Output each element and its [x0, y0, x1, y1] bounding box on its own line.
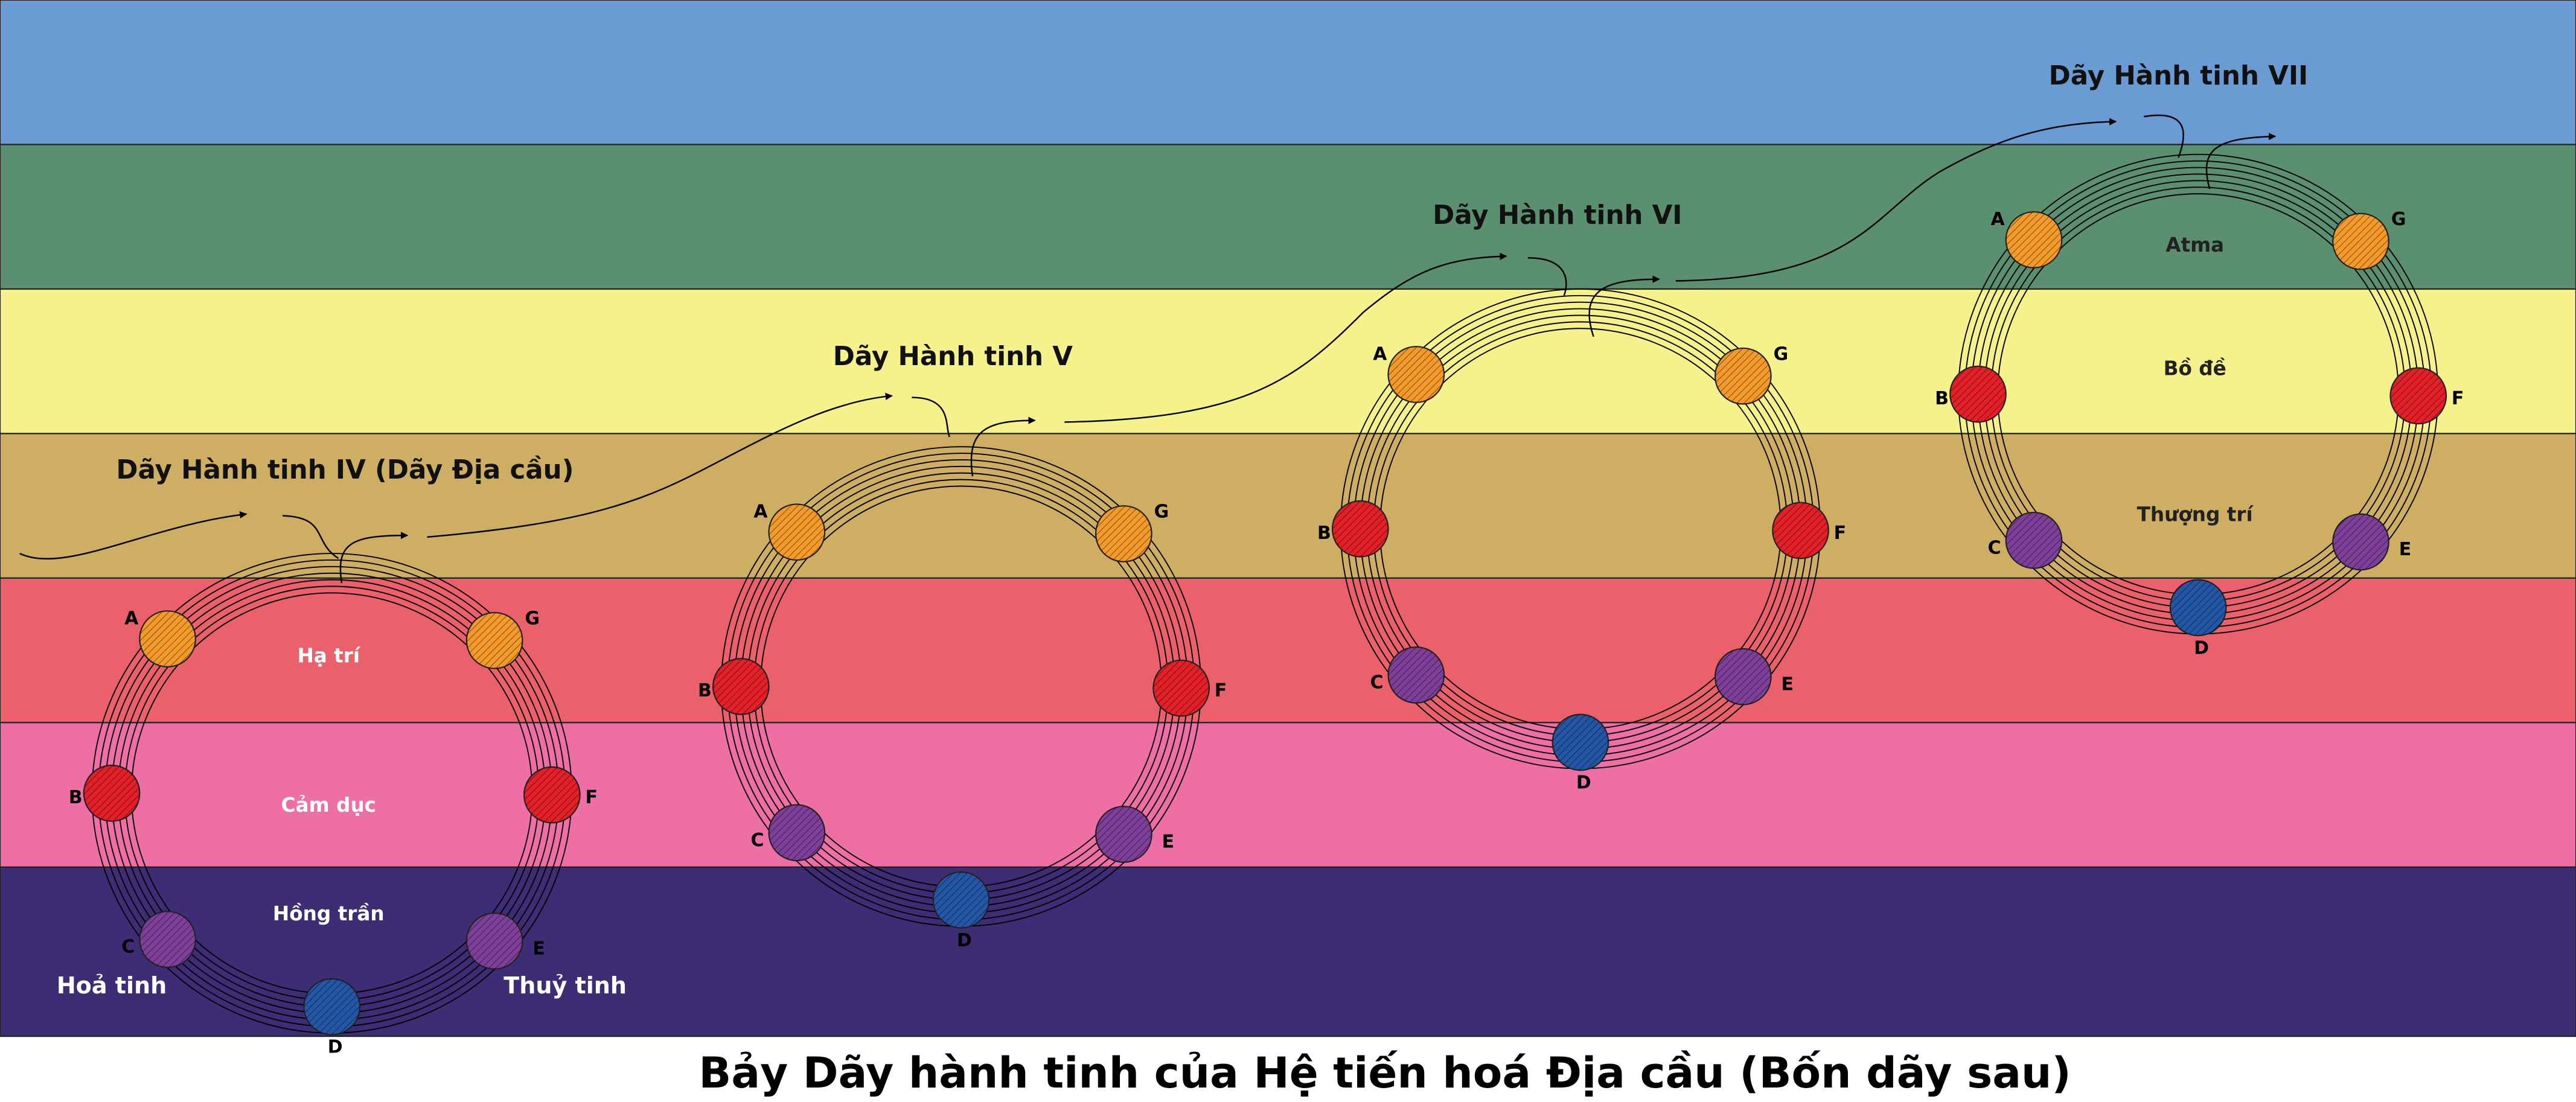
globe-label: G — [1154, 502, 1169, 523]
globe-hatch — [304, 978, 360, 1035]
globe-label: G — [1774, 343, 1789, 365]
globe-label: A — [753, 502, 768, 523]
globe-hatch — [713, 658, 769, 715]
globe-label: B — [1935, 388, 1949, 409]
globe-hatch — [139, 611, 196, 667]
globe-label: D — [328, 1037, 343, 1058]
globe-label: E — [532, 938, 545, 959]
globe-label: G — [2391, 209, 2406, 230]
globe-label: F — [1834, 523, 1846, 544]
globe-hatch — [1388, 346, 1445, 403]
globe-label: A — [124, 608, 139, 629]
globe-hatch — [2333, 213, 2389, 270]
globe-hatch — [2333, 514, 2389, 570]
globe-label: F — [1215, 680, 1227, 701]
plane-label: Cảm dục — [281, 794, 376, 817]
chain-title: Dãy Hành tinh V — [833, 342, 1073, 372]
plane-label: Bồ đề — [2164, 357, 2226, 380]
globe-label: E — [1782, 674, 1794, 695]
globe-label: A — [1991, 209, 2006, 230]
globe-hatch — [2170, 579, 2226, 636]
plane-label: Thượng trí — [2137, 503, 2254, 526]
globe-label: C — [121, 937, 135, 958]
chain-title: Dãy Hành tinh IV (Dãy Địa cầu) — [116, 455, 574, 485]
plane-label: Hồng trần — [273, 902, 385, 925]
globe-hatch — [2390, 368, 2447, 424]
globe-label: G — [525, 608, 540, 629]
planet-label: Hoả tinh — [57, 972, 167, 999]
chain-title: Dãy Hành tinh VI — [1433, 200, 1682, 231]
globe-hatch — [769, 804, 825, 861]
globe-hatch — [1096, 506, 1152, 562]
globe-label: B — [698, 680, 712, 701]
globe-label: F — [2452, 388, 2464, 409]
globe-label: D — [1576, 772, 1591, 794]
diagram-title: Bảy Dãy hành tinh của Hệ tiến hoá Địa cầ… — [698, 1048, 2071, 1098]
plane-label: Hạ trí — [297, 645, 360, 667]
globe-hatch — [1552, 714, 1609, 771]
globe-hatch — [1153, 660, 1209, 716]
chain-title: Dãy Hành tinh VII — [2049, 61, 2309, 91]
globe-label: A — [1373, 343, 1387, 365]
planet-label: Thuỷ tinh — [503, 972, 627, 999]
globe-hatch — [1096, 806, 1152, 862]
globe-label: C — [1988, 537, 2001, 558]
globe-hatch — [466, 913, 523, 969]
globe-label: D — [2194, 637, 2209, 658]
globe-label: D — [957, 930, 972, 951]
globe-label: B — [1317, 523, 1331, 544]
globe-hatch — [933, 872, 989, 928]
globe-hatch — [524, 766, 580, 823]
globe-label: C — [1370, 672, 1383, 693]
globe-label: E — [1162, 832, 1174, 853]
plane-label: Atma — [2165, 234, 2224, 256]
plane-bands — [0, 0, 2576, 1037]
globe-label: C — [751, 830, 764, 851]
globe-hatch — [1950, 366, 2006, 422]
globe-hatch — [1715, 348, 1771, 404]
globe-label: B — [69, 787, 83, 808]
globe-hatch — [2006, 512, 2062, 569]
globe-hatch — [1772, 502, 1829, 559]
chains: Dãy Hành tinh IV (Dãy Địa cầu) A B C D E F G Hạ … — [57, 61, 2464, 1058]
globe-hatch — [83, 765, 140, 821]
connectors — [19, 114, 2277, 584]
globe-hatch — [139, 911, 196, 967]
globe-hatch — [466, 613, 523, 669]
globe-hatch — [2006, 212, 2062, 268]
globe-label: E — [2399, 539, 2411, 560]
globe-hatch — [1388, 647, 1445, 703]
globe-label: F — [585, 787, 597, 808]
globe-hatch — [1715, 648, 1771, 705]
globe-hatch — [769, 504, 825, 560]
globe-hatch — [1332, 501, 1389, 557]
